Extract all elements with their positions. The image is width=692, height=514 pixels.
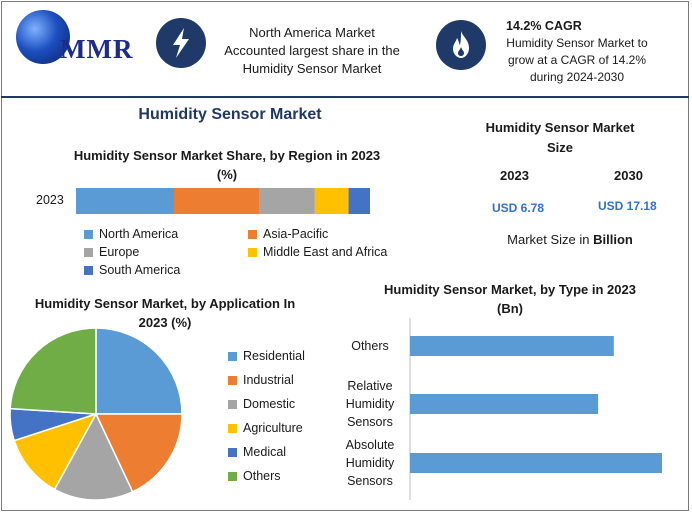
- cagr-text-line-1: Humidity Sensor Market to: [506, 36, 648, 50]
- legend-swatch: [248, 247, 257, 257]
- application-legend-item-industrial: Industrial: [228, 373, 294, 387]
- application-legend-item-residential: Residential: [228, 349, 305, 363]
- value-2030: USD 17.18: [598, 199, 657, 213]
- application-legend-item-medical: Medical: [228, 445, 286, 459]
- application-legend-item-others: Others: [228, 469, 281, 483]
- market-size-title: Humidity Sensor Market Size: [485, 120, 635, 155]
- flame-icon: [436, 20, 486, 70]
- region-chart-category-label: 2023: [36, 193, 64, 207]
- region-legend-item-north-america: North America: [84, 227, 178, 241]
- cagr-highlight: 14.2% CAGR Humidity Sensor Market to gro…: [492, 18, 662, 86]
- cagr-text-line-3: during 2024-2030: [529, 70, 625, 84]
- year-2030-label: 2030: [614, 168, 643, 183]
- unit-bold: Billion: [593, 232, 633, 247]
- pie-slice-residential: [95, 327, 183, 415]
- application-legend-item-domestic: Domestic: [228, 397, 295, 411]
- legend-label: Others: [243, 469, 281, 483]
- value-2023: USD 6.78: [492, 201, 545, 215]
- application-pie-chart: [9, 327, 183, 501]
- category-label-line: Absolute: [345, 438, 395, 452]
- pie-slice-agriculture: [13, 412, 98, 491]
- region-text-line-3: Humidity Sensor Market: [242, 61, 382, 76]
- region-bar-segment-asia-pacific: [174, 188, 260, 214]
- globe-logo-icon: [16, 10, 70, 64]
- unit-prefix: Market Size in: [507, 232, 594, 247]
- category-label-line: Sensors: [347, 415, 393, 429]
- legend-swatch: [228, 471, 237, 481]
- region-legend-item-asia-pacific: Asia-Pacific: [248, 227, 328, 241]
- region-text-line-2: Accounted largest share in the: [224, 43, 400, 58]
- category-label-line: Humidity: [345, 397, 395, 411]
- region-legend-item-europe: Europe: [84, 245, 139, 259]
- legend-swatch: [248, 229, 257, 239]
- pie-slice-others: [9, 327, 97, 415]
- market-size-unit: Market Size in Billion: [480, 232, 660, 247]
- type-bar-relative-humidity-sensors: [410, 394, 599, 414]
- region-highlight: North America Market Accounted largest s…: [212, 24, 412, 78]
- main-title: Humidity Sensor Market: [138, 106, 322, 123]
- region-bar-segment-europe: [259, 188, 315, 214]
- legend-swatch: [228, 351, 237, 361]
- legend-label: Industrial: [243, 373, 294, 387]
- type-bar-others: [410, 336, 614, 356]
- legend-swatch: [228, 399, 237, 409]
- application-legend-item-agriculture: Agriculture: [228, 421, 303, 435]
- category-label-line: Humidity: [345, 456, 395, 470]
- pie-slice-domestic: [53, 412, 134, 501]
- legend-label: Agriculture: [243, 421, 303, 435]
- cagr-title: 14.2% CAGR: [506, 19, 582, 33]
- cagr-text-line-2: grow at a CAGR of 14.2%: [507, 53, 647, 67]
- region-legend-item-middle-east-and-africa: Middle East and Africa: [248, 245, 387, 259]
- type-chart-title: Humidity Sensor Market, by Type in 2023 …: [384, 282, 636, 316]
- legend-swatch: [228, 375, 237, 385]
- lightning-icon: [156, 18, 206, 68]
- legend-swatch: [228, 447, 237, 457]
- legend-swatch: [84, 265, 93, 275]
- category-label-line: Others: [351, 339, 389, 353]
- legend-label: Asia-Pacific: [263, 227, 329, 241]
- legend-label: Residential: [243, 349, 305, 363]
- type-category-label-others: Others: [330, 337, 410, 355]
- category-label-line: Relative: [347, 379, 393, 393]
- pie-slice-industrial: [94, 413, 183, 493]
- region-text-line-1: North America Market: [249, 25, 375, 40]
- type-bar-absolute-humidity-sensors: [410, 453, 662, 473]
- legend-label: North America: [99, 227, 179, 241]
- region-legend-item-south-america: South America: [84, 263, 180, 277]
- legend-swatch: [84, 229, 93, 239]
- type-category-label-absolute-humidity-sensors: Absolute Humidity Sensors: [330, 436, 410, 490]
- legend-label: Middle East and Africa: [263, 245, 388, 259]
- legend-label: Domestic: [243, 397, 296, 411]
- type-bar-chart: [409, 318, 662, 500]
- region-bar-segment-north-america: [76, 188, 174, 214]
- application-chart-title: Humidity Sensor Market, by Application I…: [34, 296, 296, 330]
- company-logo-text: MMR: [60, 34, 134, 64]
- region-chart-title: Humidity Sensor Market Share, by Region …: [73, 148, 381, 182]
- region-stacked-bar: [76, 188, 370, 214]
- legend-label: Europe: [99, 245, 140, 259]
- legend-swatch: [84, 247, 93, 257]
- year-2023-label: 2023: [500, 168, 529, 183]
- header-divider: [1, 96, 689, 98]
- category-label-line: Sensors: [347, 474, 393, 488]
- legend-swatch: [228, 423, 237, 433]
- region-bar-segment-south-america: [348, 188, 370, 214]
- legend-label: South America: [99, 263, 181, 277]
- legend-label: Medical: [243, 445, 287, 459]
- type-category-label-relative-humidity-sensors: Relative Humidity Sensors: [330, 377, 410, 431]
- region-bar-segment-middle-east-and-africa: [314, 188, 349, 214]
